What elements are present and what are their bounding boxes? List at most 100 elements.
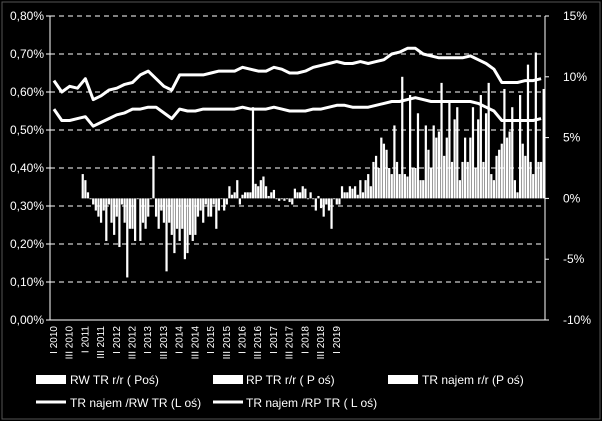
bar-0 [474,168,477,199]
bar-1 [92,198,95,205]
x-tick-label: III 2010 [65,326,76,360]
y-left-tick-label: 0,00% [10,313,44,327]
bar-0 [419,180,422,199]
bar-0 [356,194,359,199]
bar-2 [322,198,325,217]
x-tick-label: I 2016 [238,326,249,354]
bar-2 [118,198,121,248]
bar-0 [97,198,100,217]
bar-2 [330,198,333,229]
bar-2 [385,149,388,199]
x-tick-label: III 2016 [253,326,264,360]
bar-2 [212,198,215,205]
x-tick-label: III 2011 [96,326,107,359]
bar-1 [312,198,315,200]
bar-0 [128,198,131,229]
bar-2 [409,95,412,199]
x-tick-label: III 2014 [190,326,201,360]
bar-0 [458,180,461,199]
x-tick-label: III 2012 [128,326,139,360]
bar-0 [333,198,336,200]
bar-1 [437,131,441,199]
bar-0 [89,198,92,200]
bar-2 [134,198,137,241]
bar-2 [369,186,372,199]
legend-label-rw-bars: RW TR r/r ( Poś) [70,373,159,387]
bar-0 [537,161,540,199]
x-tick-label: III 2013 [159,326,170,360]
bar-2 [511,107,514,199]
bar-2 [165,198,168,272]
bar-2 [126,198,129,278]
bar-0 [388,168,391,199]
bar-2 [440,82,443,199]
bar-1 [280,198,283,200]
bar-1 [209,198,213,217]
bar-1 [194,198,197,235]
bar-0 [317,195,320,199]
bar-1 [477,119,480,199]
bar-0 [105,198,108,241]
bar-0 [301,186,304,199]
y-right-tick-label: -10% [563,313,591,327]
bar-0 [183,198,186,260]
line-series-1 [52,96,542,128]
line-marks [52,46,542,128]
bar-0 [466,161,469,199]
x-tick-label: I 2012 [112,326,123,354]
bar-1 [147,198,150,217]
bar-1 [170,198,173,235]
bar-2 [267,195,270,199]
bar-1 [131,198,134,229]
legend-label-rp-bars: RP TR r/r ( P oś) [246,373,335,387]
bar-1 [367,174,370,199]
bar-2 [526,64,530,199]
bar-1 [500,143,503,199]
bar-0 [215,198,218,229]
bar-0 [293,188,296,199]
bar-1 [264,186,268,199]
x-tick-label: I 2011 [80,326,91,353]
bar-0 [175,198,179,229]
y-left-tick-label: 0,60% [10,85,44,99]
y-left-tick-label: 0,50% [10,123,44,137]
bar-0 [395,161,399,199]
bar-2 [338,198,341,205]
bar-1 [539,161,543,199]
bar-1 [327,198,331,211]
y-right-tick-labels: -10% -5% 0% 5% 10% 15% [545,9,591,327]
bar-1 [154,198,158,217]
bar-0 [120,198,124,205]
y-left-tick-label: 0,10% [10,275,44,289]
x-tick-label: I 2018 [300,326,311,354]
y-left-tick-labels: 0,00% 0,10% 0,20% 0,30% 0,40% 0,50% 0,60% 0,70%… [10,9,50,327]
bar-1 [233,192,236,199]
x-tick-label: I 2019 [332,326,343,354]
bar-1 [272,189,276,199]
bar-2 [149,198,152,200]
bar-2 [456,107,459,199]
bar-0 [435,137,438,199]
bar-0 [427,149,430,199]
bar-2 [236,180,239,199]
bar-2 [204,198,207,205]
bar-1 [398,174,401,199]
bar-0 [403,174,406,199]
y-right-tick-label: 15% [563,9,587,23]
bar-1 [351,188,354,199]
bar-0 [168,198,171,223]
bar-2 [251,107,255,199]
bar-2 [464,137,467,199]
bar-2 [471,107,475,199]
bar-1 [382,143,386,199]
bar-0 [380,137,383,199]
bar-2 [354,186,357,199]
bar-0 [348,186,351,199]
bar-1 [304,188,307,199]
y-right-tick-label: 0% [563,191,581,205]
bar-0 [450,161,454,199]
bar-0 [498,149,501,199]
grid-lines [50,15,545,283]
